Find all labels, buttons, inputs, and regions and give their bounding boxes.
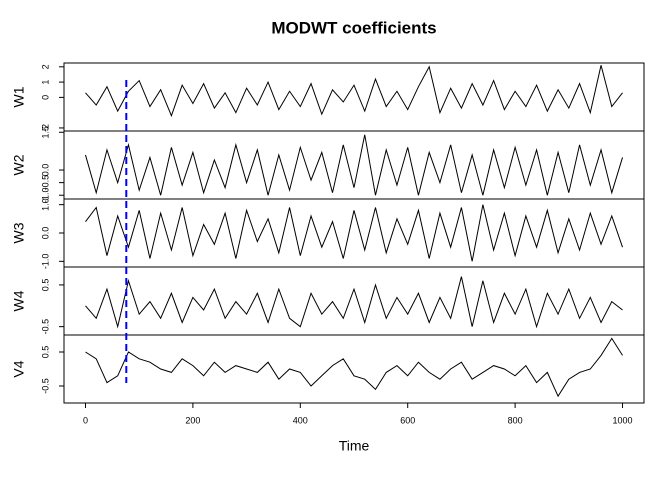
x-tick-label: 0: [83, 415, 88, 425]
y-tick-label: 1.0: [40, 198, 50, 211]
panel-label: W2: [11, 154, 27, 175]
x-tick-label: 800: [508, 415, 523, 425]
y-tick-label: 0.5: [40, 346, 50, 359]
y-tick-label: -1.0: [40, 187, 50, 203]
y-tick-label: -1.0: [40, 254, 50, 270]
series-line: [85, 337, 623, 398]
panel-label: W3: [11, 222, 27, 243]
y-tick-label: 0.0: [40, 164, 50, 177]
x-axis-label: Time: [339, 438, 370, 454]
y-tick-label: -0.5: [40, 378, 50, 394]
y-tick-label: 0: [40, 95, 50, 100]
y-tick-label: -0.5: [40, 319, 50, 335]
y-tick-label: 2: [40, 64, 50, 69]
panel-label: W1: [11, 86, 27, 107]
y-tick-label: 1: [40, 80, 50, 85]
y-tick-label: -2: [40, 124, 50, 132]
x-tick-label: 1000: [613, 415, 633, 425]
y-tick-label: 1.5: [40, 126, 50, 139]
chart-title: MODWT coefficients: [271, 18, 436, 37]
panel-label: V4: [11, 360, 27, 377]
y-tick-label: -0.5: [40, 175, 50, 191]
series-line: [85, 276, 623, 329]
x-tick-label: 600: [400, 415, 415, 425]
panel-frame: [63, 334, 645, 404]
series-line: [85, 204, 623, 262]
x-tick-label: 400: [293, 415, 308, 425]
y-tick-label: 0.0: [40, 227, 50, 240]
x-tick-label: 200: [185, 415, 200, 425]
series-line: [84, 134, 623, 196]
panel-label: W4: [11, 290, 27, 311]
y-tick-label: 0.5: [40, 279, 50, 292]
series-line: [85, 65, 623, 118]
